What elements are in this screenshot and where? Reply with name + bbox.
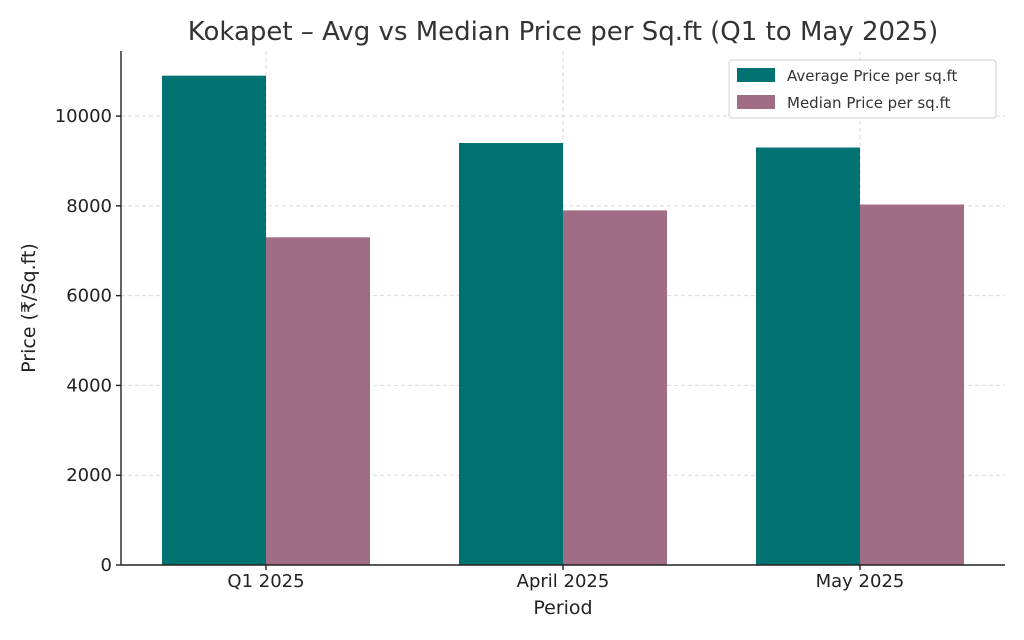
y-tick-label: 10000: [55, 106, 112, 127]
bar-median-3: [860, 204, 964, 565]
x-ticks: Q1 2025 April 2025 May 2025: [227, 565, 904, 592]
x-axis-label: Period: [533, 597, 592, 619]
x-tick-label: April 2025: [517, 571, 610, 592]
legend-box: [728, 59, 997, 119]
y-tick-label: 4000: [66, 375, 112, 396]
y-tick-label: 2000: [66, 465, 112, 486]
chart-title: Kokapet – Avg vs Median Price per Sq.ft …: [188, 17, 939, 47]
legend-swatch-median: [737, 95, 775, 109]
bar-average-2: [459, 143, 563, 566]
bar-average-1: [162, 75, 266, 566]
bars: [162, 75, 964, 566]
legend-label-median: Median Price per sq.ft: [787, 94, 950, 112]
x-tick-label: Q1 2025: [227, 571, 304, 592]
y-ticks: 0 2000 4000 6000 8000 10000: [55, 106, 121, 576]
y-tick-label: 8000: [66, 196, 112, 217]
legend: Average Price per sq.ft Median Price per…: [728, 59, 997, 119]
bar-median-2: [563, 210, 667, 566]
bar-average-3: [756, 147, 860, 565]
y-axis-label: Price (₹/Sq.ft): [18, 243, 40, 373]
bar-median-1: [266, 237, 370, 565]
legend-label-average: Average Price per sq.ft: [787, 67, 958, 85]
legend-swatch-average: [737, 68, 775, 82]
x-tick-label: May 2025: [816, 571, 905, 592]
y-tick-label: 0: [101, 555, 112, 576]
y-tick-label: 6000: [66, 286, 112, 307]
